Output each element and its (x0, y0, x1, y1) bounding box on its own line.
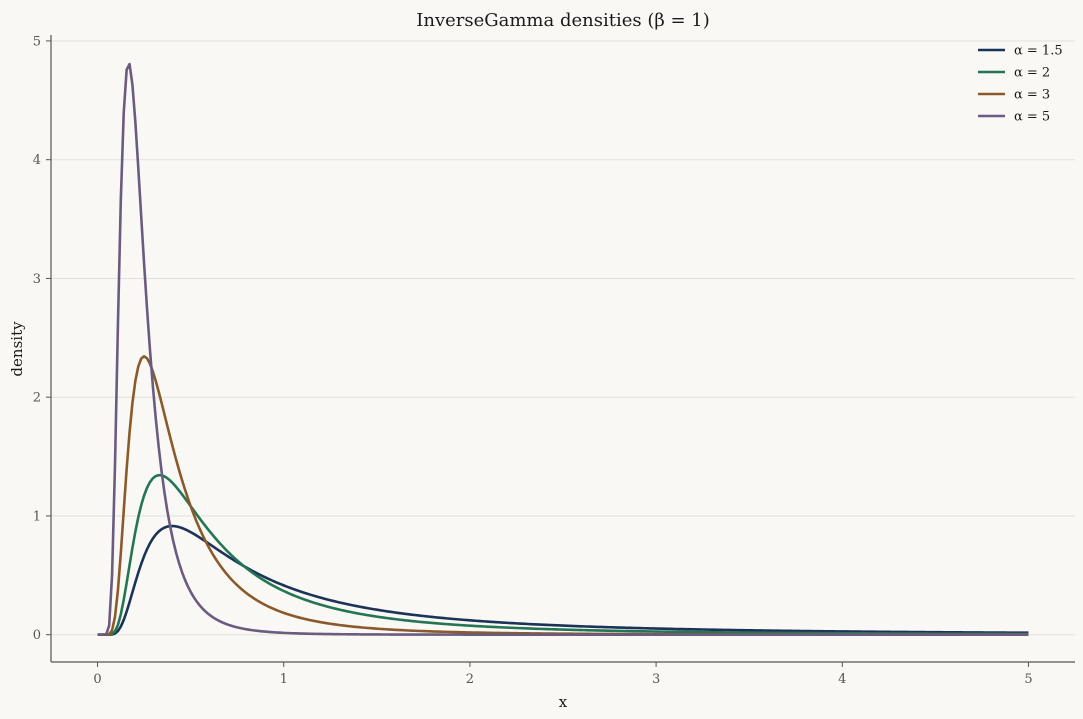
axes (50, 35, 1075, 663)
y-tick-label: 3 (33, 272, 41, 287)
y-tick-label: 5 (33, 34, 41, 49)
legend-label: α = 3 (1014, 88, 1050, 103)
legend-label: α = 2 (1014, 66, 1050, 81)
y-tick-label: 4 (33, 153, 41, 168)
y-tick-label: 1 (33, 509, 41, 524)
y-ticks: 0 1 2 3 4 5 (33, 34, 51, 643)
y-tick-label: 2 (33, 391, 41, 406)
legend: α = 1.5 α = 2 α = 3 α = 5 (978, 44, 1063, 125)
x-tick-label: 0 (93, 672, 101, 687)
x-axis-label: x (559, 693, 568, 711)
legend-label: α = 1.5 (1014, 44, 1063, 59)
x-ticks: 0 1 2 3 4 5 (93, 662, 1033, 687)
x-tick-label: 2 (466, 672, 474, 687)
x-tick-label: 4 (838, 672, 846, 687)
series-lines (97, 62, 1029, 636)
legend-label: α = 5 (1014, 110, 1050, 125)
y-tick-label: 0 (33, 628, 41, 643)
series-line (97, 524, 1029, 636)
chart-title: InverseGamma densities (β = 1) (416, 10, 710, 31)
y-axis-label: density (8, 321, 26, 377)
x-tick-label: 1 (280, 672, 288, 687)
x-tick-label: 5 (1024, 672, 1032, 687)
series-line (97, 62, 1029, 636)
x-tick-label: 3 (652, 672, 660, 687)
